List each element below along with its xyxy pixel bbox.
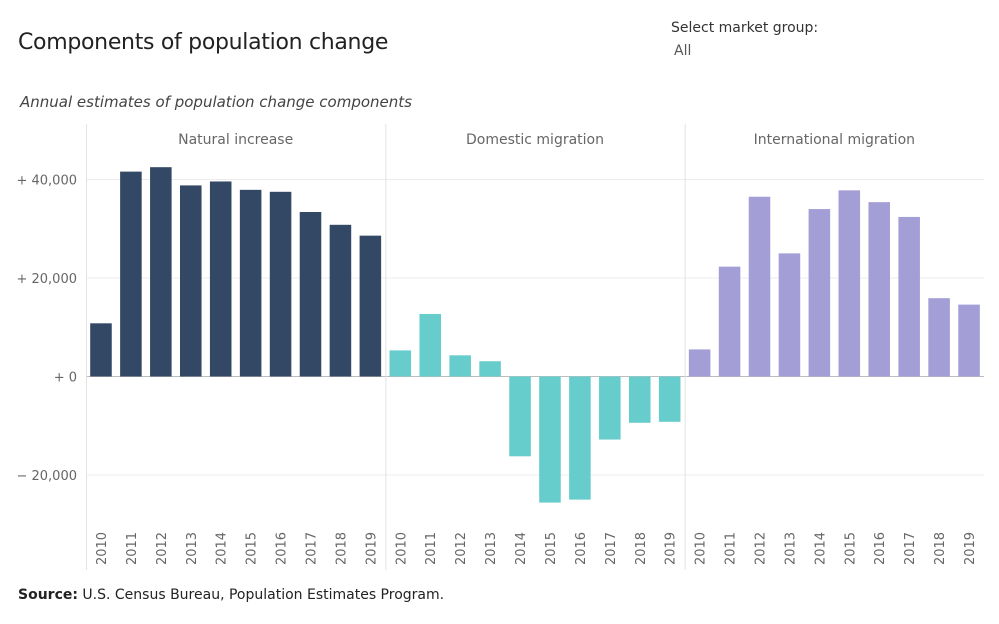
bar [838,190,861,377]
panel-header: Natural increase [178,132,293,148]
bar [628,376,651,423]
source-note: Source: U.S. Census Bureau, Population E… [18,587,444,603]
x-tick-label: 2010 [95,532,110,565]
x-tick-label: 2013 [783,532,798,565]
bar [539,376,561,503]
x-tick-label: 2015 [245,532,260,565]
x-tick-label: 2017 [305,532,320,565]
bar [718,266,741,377]
bar [479,361,501,377]
bar [958,304,980,377]
bar [299,212,322,377]
panel-header: Domestic migration [466,132,604,148]
bar [898,216,920,377]
x-tick-label: 2016 [574,532,589,565]
x-tick-label: 2016 [873,532,888,565]
bar [269,191,292,377]
x-tick-label: 2017 [604,532,619,565]
bar [688,349,711,377]
x-tick-label: 2019 [364,532,379,565]
chart-title: Components of population change [18,30,389,55]
bar [808,209,831,377]
bar [419,313,442,377]
x-tick-label: 2011 [125,532,140,565]
y-tick-label: + 0 [54,371,77,386]
y-tick-label: + 40,000 [16,174,77,189]
x-tick-label: 2012 [454,532,469,565]
x-tick-label: 2010 [394,532,409,565]
x-tick-label: 2014 [813,532,828,565]
bar [329,224,352,377]
bar [449,355,471,377]
x-tick-label: 2015 [843,532,858,565]
x-tick-label: 2015 [544,532,559,565]
x-tick-label: 2011 [424,532,439,565]
x-tick-label: 2010 [694,532,709,565]
bar [150,167,172,377]
bar [209,181,232,377]
bar [599,376,621,440]
bar [658,376,681,422]
bar [509,376,531,457]
market-group-select[interactable]: All [674,43,692,59]
x-tick-label: 2019 [664,532,679,565]
source-label: Source: [18,587,78,603]
x-tick-label: 2018 [933,532,948,565]
x-tick-label: 2013 [484,532,499,565]
x-tick-label: 2013 [185,532,200,565]
market-group-filter-label: Select market group: [671,20,819,36]
x-tick-label: 2018 [634,532,649,565]
x-tick-label: 2014 [514,532,529,565]
x-tick-label: 2011 [724,532,739,565]
y-tick-label: + 20,000 [16,272,77,287]
y-tick-label: − 20,000 [16,469,77,484]
bar [569,376,591,500]
x-tick-label: 2016 [275,532,290,565]
x-tick-label: 2019 [963,532,978,565]
x-tick-label: 2012 [754,532,769,565]
bar [239,189,262,377]
bar [90,323,112,377]
bar [359,235,382,377]
x-tick-label: 2012 [155,532,170,565]
bar [748,196,771,377]
x-tick-label: 2017 [903,532,918,565]
x-tick-label: 2018 [334,532,349,565]
source-text: U.S. Census Bureau, Population Estimates… [82,587,445,603]
bar [928,298,950,377]
bar [179,185,202,377]
bar [389,350,412,377]
bar [120,171,142,377]
panel-header: International migration [754,132,915,148]
bar [868,202,891,377]
bar [778,253,801,377]
chart-subtitle: Annual estimates of population change co… [20,93,412,111]
x-tick-label: 2014 [215,532,230,565]
